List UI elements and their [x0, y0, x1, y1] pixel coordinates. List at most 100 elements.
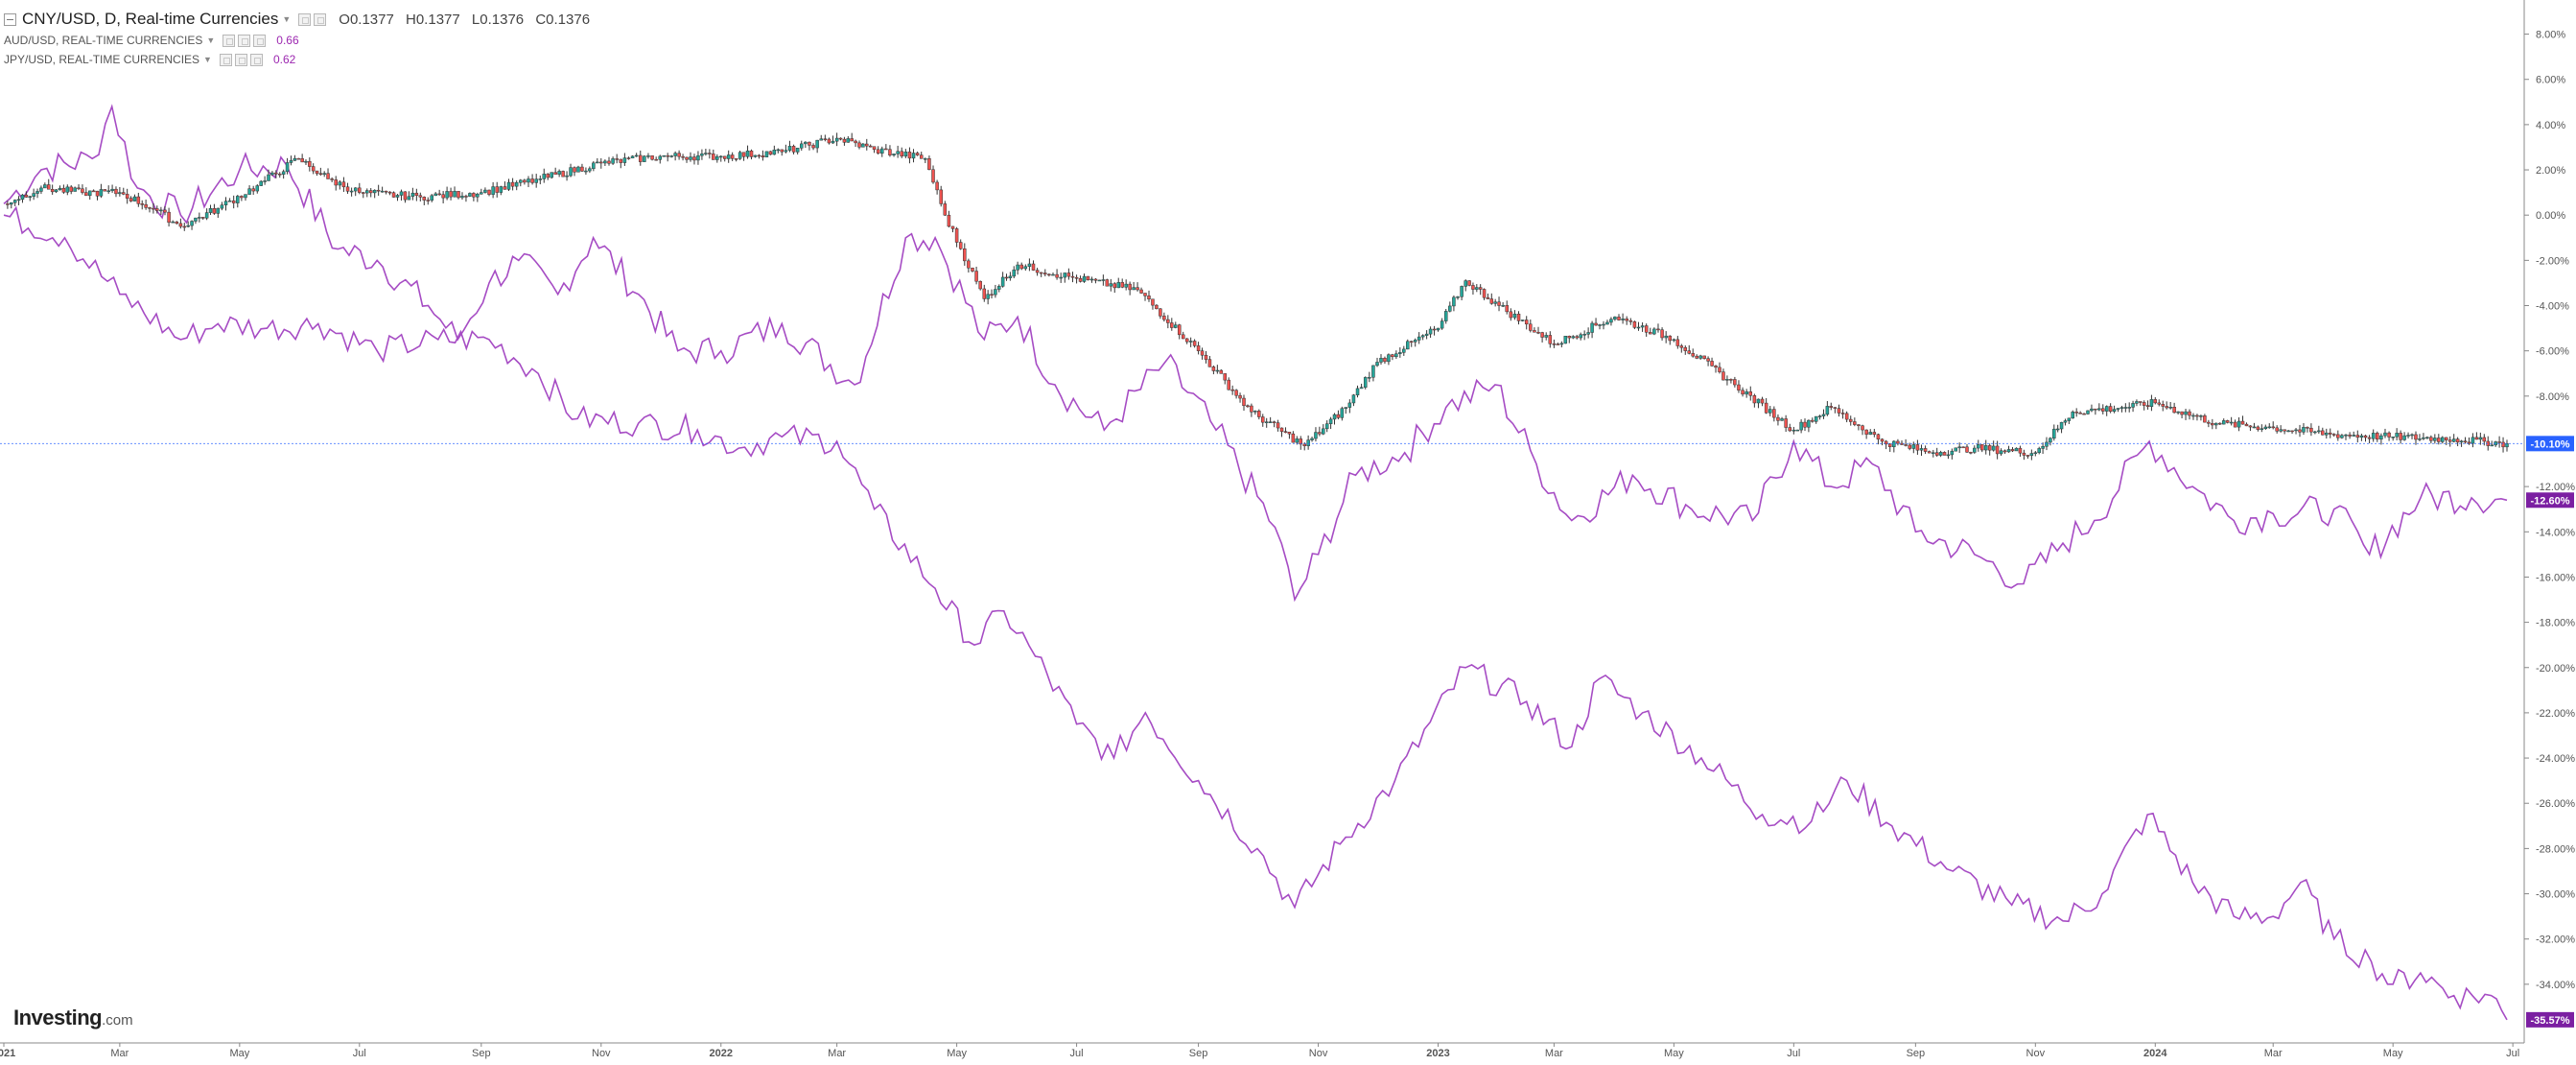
candle-body [2317, 430, 2321, 433]
candle-body [399, 191, 404, 196]
candle-body [2371, 433, 2376, 439]
price-tag-label: -10.10% [2531, 438, 2570, 450]
candle-body [1347, 402, 1352, 408]
visibility-icon[interactable] [314, 12, 327, 26]
candle-body [422, 197, 427, 201]
candle-body [1829, 406, 1834, 408]
candle-body [2207, 421, 2211, 424]
candle-body [834, 137, 839, 142]
candle-body [1000, 276, 1005, 287]
candle-body [1644, 325, 1649, 333]
candle-body [2188, 411, 2191, 416]
candle-body [2119, 407, 2124, 409]
settings-icon[interactable] [222, 34, 236, 47]
candle-body [208, 208, 213, 213]
candle-body [506, 181, 511, 190]
candle-body [1413, 340, 1417, 343]
main-symbol-label[interactable]: CNY/USD, D, Real-time Currencies [22, 10, 279, 28]
visibility-icon[interactable] [234, 53, 247, 66]
candle-body [2218, 422, 2222, 425]
candle-body [1718, 367, 1721, 372]
overlay-symbol-label[interactable]: JPY/USD, REAL-TIME CURRENCIES [4, 53, 200, 66]
candle-body [6, 203, 10, 205]
candle-body [2010, 449, 2015, 452]
settings-icon[interactable] [219, 53, 232, 66]
candle-body [1340, 408, 1345, 418]
y-tick-label: -4.00% [2536, 301, 2569, 313]
candle-body [1261, 416, 1265, 423]
y-tick-label: -32.00% [2536, 935, 2575, 946]
candle-body [1486, 296, 1490, 299]
candle-body [1363, 377, 1368, 388]
candle-body [2063, 420, 2068, 423]
candle-body [2086, 410, 2090, 414]
chevron-down-icon[interactable]: ▼ [282, 14, 292, 24]
candle-body [741, 152, 746, 157]
candle-body [1497, 301, 1501, 306]
candle-body [495, 186, 499, 193]
candle-body [2055, 428, 2060, 431]
collapse-legend-icon[interactable] [4, 12, 16, 26]
candle-body [1745, 390, 1748, 395]
legend-overlay-row[interactable]: AUD/USD, REAL-TIME CURRENCIES ▼ 0.66 [4, 31, 597, 50]
candle-body [1559, 343, 1564, 345]
candle-body [2283, 429, 2286, 432]
candle-body [46, 184, 51, 190]
candle-body [857, 142, 861, 148]
y-tick-label: -28.00% [2536, 843, 2575, 855]
settings-icon[interactable] [298, 12, 312, 26]
candle-body [1714, 366, 1718, 368]
candle-body [1475, 287, 1479, 290]
candle-body [1417, 336, 1421, 341]
candle-body [277, 174, 282, 176]
overlay-symbol-label[interactable]: AUD/USD, REAL-TIME CURRENCIES [4, 34, 203, 47]
candle-body [2406, 435, 2410, 437]
candle-body [407, 196, 411, 201]
candle-body [1691, 353, 1695, 357]
candle-body [464, 196, 468, 198]
candle-body [669, 155, 673, 157]
candle-body [685, 156, 689, 160]
remove-icon[interactable] [253, 34, 267, 47]
candle-body [599, 161, 603, 164]
remove-icon[interactable] [249, 53, 263, 66]
candle-body [1336, 414, 1341, 418]
candle-body [186, 225, 190, 227]
chevron-down-icon[interactable]: ▼ [206, 36, 216, 45]
candle-body [175, 221, 179, 225]
candle-body [1250, 405, 1253, 413]
candle-body [1695, 355, 1698, 359]
candle-body [1613, 317, 1617, 320]
candle-body [1579, 334, 1582, 339]
candle-body [1227, 379, 1230, 390]
candle-body [2275, 427, 2279, 432]
candle-body [103, 189, 107, 192]
candle-body [322, 173, 326, 176]
candle-body [2463, 440, 2468, 443]
legend-main-row[interactable]: CNY/USD, D, Real-time Currencies ▼ O0.13… [4, 8, 597, 31]
candle-body [1817, 415, 1822, 417]
chevron-down-icon[interactable]: ▼ [203, 55, 212, 64]
candle-body [1617, 317, 1621, 320]
candle-body [2429, 437, 2433, 441]
candle-body [2101, 408, 2105, 412]
low-key: L [471, 11, 480, 28]
candle-body [1196, 345, 1201, 351]
candle-body [1344, 407, 1347, 410]
candle-body [1536, 332, 1540, 334]
candle-body [2418, 438, 2422, 440]
candle-body [453, 191, 457, 198]
overlay-value: 0.66 [276, 34, 299, 47]
candle-body [1999, 450, 2003, 455]
visibility-icon[interactable] [238, 34, 251, 47]
candle-body [2199, 415, 2203, 417]
low-value: 0.1376 [480, 11, 525, 28]
candle-body [263, 180, 267, 182]
candle-body [1328, 418, 1333, 424]
candle-body [330, 178, 334, 180]
legend-overlay-row[interactable]: JPY/USD, REAL-TIME CURRENCIES ▼ 0.62 [4, 50, 597, 69]
candle-body [1272, 421, 1276, 423]
candle-body [2383, 432, 2387, 437]
